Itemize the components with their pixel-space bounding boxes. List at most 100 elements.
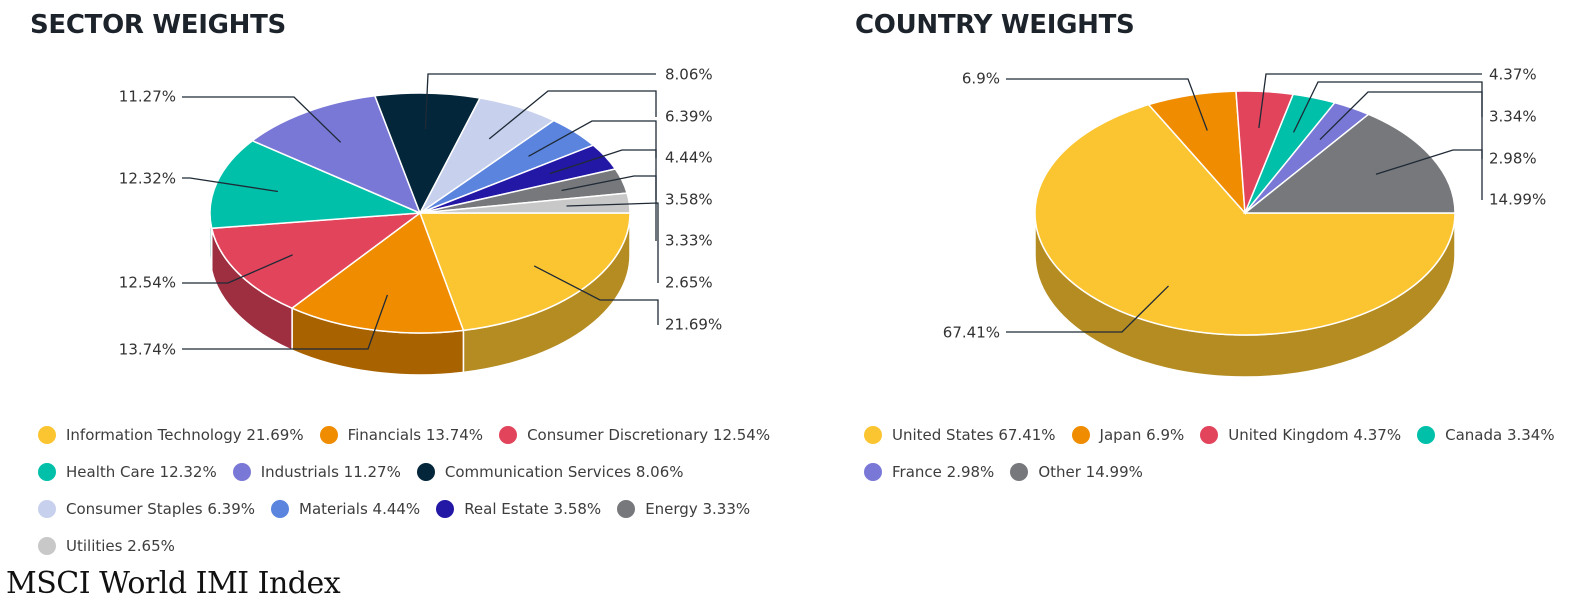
data-label-consumer-discretionary: 12.54% (119, 274, 176, 292)
legend-swatch-icon (1417, 425, 1436, 444)
legend-item-consumer-staples[interactable]: Consumer Staples 6.39% (38, 499, 256, 518)
legend-item-consumer-discretionary[interactable]: Consumer Discretionary 12.54% (499, 425, 771, 444)
legend-item-industrials[interactable]: Industrials 11.27% (232, 462, 401, 481)
legend-item-communication-services[interactable]: Communication Services 8.06% (416, 462, 684, 481)
pie-slice-consumer-discretionary[interactable] (210, 212, 423, 310)
legend-label: Energy 3.33% (645, 499, 751, 518)
legend-label: United Kingdom 4.37% (1228, 425, 1402, 444)
data-label-utilities: 2.65% (665, 274, 713, 292)
legend-item-financials[interactable]: Financials 13.74% (319, 425, 484, 444)
label-leader-communication-services (424, 73, 656, 130)
legend-label: Consumer Staples 6.39% (66, 499, 256, 518)
legend-label: Consumer Discretionary 12.54% (527, 425, 771, 444)
pie-data-labels: 67.41% 6.9% 4.37% 3.34% 2.98% 14.99% (943, 66, 1546, 342)
legend-swatch-icon (1071, 425, 1090, 444)
legend-item-united-kingdom[interactable]: United Kingdom 4.37% (1200, 425, 1402, 444)
legend-row: United States 67.41% Japan 6.9% United Kin… (864, 416, 1570, 453)
label-leader-japan (1006, 78, 1208, 131)
label-leader-utilities (566, 202, 659, 283)
legend-swatch-icon (319, 425, 338, 444)
legend-item-canada[interactable]: Canada 3.34% (1417, 425, 1555, 444)
pie-slice-united-states[interactable] (1034, 103, 1456, 336)
country-chart-title: COUNTRY WEIGHTS (855, 10, 1135, 40)
legend-swatch-icon (416, 462, 435, 481)
data-label-france: 2.98% (1489, 150, 1537, 168)
label-leader-energy (561, 175, 657, 241)
legend-item-france[interactable]: France 2.98% (864, 462, 995, 481)
legend-swatch-icon (38, 462, 56, 481)
label-leader-materials (528, 120, 657, 158)
pie-slice-other[interactable] (1242, 113, 1456, 214)
data-label-financials: 13.74% (119, 341, 176, 359)
data-label-materials: 4.44% (665, 149, 713, 167)
legend-row: Utilities 2.65% (38, 527, 786, 564)
legend-label: Health Care 12.32% (66, 462, 217, 481)
label-leader-united-kingdom (1258, 73, 1482, 129)
legend-item-information-technology[interactable]: Information Technology 21.69% (38, 425, 304, 444)
data-label-canada: 3.34% (1489, 108, 1537, 126)
legend-label: Utilities 2.65% (66, 536, 175, 555)
sector-weights-panel: SECTOR WEIGHTS 21.69% 13.74% 12.54% 12.32% 1… (0, 0, 830, 570)
pie-slices (209, 92, 631, 334)
legend-swatch-icon (232, 462, 251, 481)
data-label-real-estate: 3.58% (665, 191, 713, 209)
pie-data-labels: 21.69% 13.74% 12.54% 12.32% 11.27% 8.06% 6.39%… (119, 66, 722, 359)
legend-label: Industrials 11.27% (260, 462, 401, 481)
country-legend: United States 67.41% Japan 6.9% United Kin… (864, 416, 1570, 490)
legend-item-other[interactable]: Other 14.99% (1010, 462, 1143, 481)
data-label-health-care: 12.32% (119, 170, 176, 188)
data-label-communication-services: 8.06% (665, 66, 713, 84)
legend-label: Other 14.99% (1038, 462, 1143, 481)
sector-pie-chart: 21.69% 13.74% 12.54% 12.32% 11.27% 8.06% 6.39%… (119, 66, 722, 376)
data-label-energy: 3.33% (665, 232, 713, 250)
legend-item-materials[interactable]: Materials 4.44% (271, 499, 421, 518)
legend-swatch-icon (38, 425, 56, 444)
legend-row: Information Technology 21.69% Financials … (38, 416, 786, 453)
data-label-industrials: 11.27% (119, 88, 176, 106)
sector-legend: Information Technology 21.69% Financials … (38, 416, 786, 564)
legend-label: Materials 4.44% (299, 499, 421, 518)
legend-item-energy[interactable]: Energy 3.33% (617, 499, 751, 518)
legend-row: Consumer Staples 6.39% Materials 4.44% Rea… (38, 490, 786, 527)
pie-slice-industrials[interactable] (250, 94, 422, 215)
pie-slice-financials[interactable] (290, 211, 465, 334)
legend-item-health-care[interactable]: Health Care 12.32% (38, 462, 217, 481)
data-label-other: 14.99% (1489, 191, 1546, 209)
legend-label: Japan 6.9% (1099, 425, 1185, 444)
pie-slices (1034, 90, 1456, 336)
label-leader-real-estate (549, 149, 657, 200)
legend-label: Communication Services 8.06% (444, 462, 684, 481)
label-leader-health-care (182, 177, 279, 193)
label-leader-industrials (182, 96, 342, 143)
legend-row: Health Care 12.32% Industrials 11.27% Comm… (38, 453, 786, 490)
legend-label: Information Technology 21.69% (66, 425, 304, 444)
legend-label: Financials 13.74% (347, 425, 484, 444)
legend-swatch-icon (1200, 425, 1219, 444)
legend-swatch-icon (436, 499, 455, 518)
label-leader-financials (182, 294, 389, 350)
legend-swatch-icon (38, 499, 56, 518)
legend-label: United States 67.41% (892, 425, 1056, 444)
pie-slice-utilities[interactable] (419, 192, 631, 214)
legend-item-utilities[interactable]: Utilities 2.65% (38, 536, 175, 555)
label-leader-other (1375, 149, 1483, 200)
legend-swatch-icon (499, 425, 518, 444)
legend-item-japan[interactable]: Japan 6.9% (1071, 425, 1185, 444)
legend-row: France 2.98% Other 14.99% (864, 453, 1570, 490)
legend-item-united-states[interactable]: United States 67.41% (864, 425, 1056, 444)
legend-label: France 2.98% (892, 462, 995, 481)
label-leader-united-states (1006, 285, 1169, 333)
country-weights-panel: COUNTRY WEIGHTS 67.41% 6.9% 4.37% 3.34% 2.98… (830, 0, 1570, 570)
legend-swatch-icon (38, 536, 56, 555)
legend-swatch-icon (617, 499, 636, 518)
sector-chart-title: SECTOR WEIGHTS (30, 10, 286, 40)
data-label-information-technology: 21.69% (665, 316, 722, 334)
data-label-united-kingdom: 4.37% (1489, 66, 1537, 84)
data-label-japan: 6.9% (962, 70, 1000, 88)
pie-slice-information-technology[interactable] (418, 212, 631, 332)
legend-item-real-estate[interactable]: Real Estate 3.58% (436, 499, 601, 518)
legend-swatch-icon (864, 425, 882, 444)
legend-swatch-icon (1010, 462, 1029, 481)
label-leader-consumer-discretionary (182, 254, 293, 284)
index-caption: MSCI World IMI Index (6, 566, 341, 601)
